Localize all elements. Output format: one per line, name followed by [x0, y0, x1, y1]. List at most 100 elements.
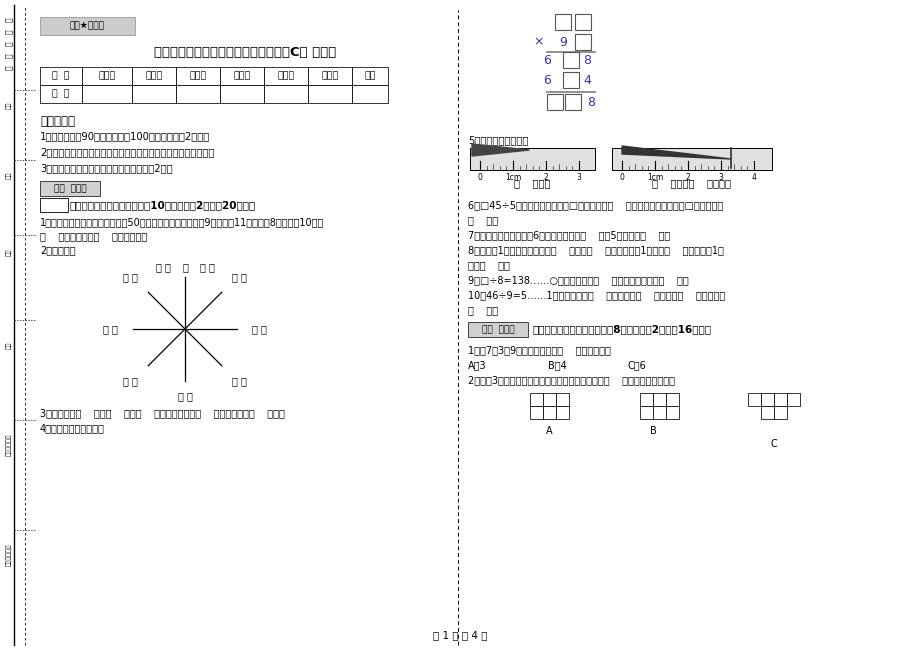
Text: 8: 8 — [583, 53, 590, 66]
Bar — [652, 406, 665, 419]
Text: 沪教版三年级数学上学期自我检测试卷C卷 含答案: 沪教版三年级数学上学期自我检测试卷C卷 含答案 — [153, 46, 335, 58]
Bar — [352, 67, 388, 85]
Bar — [652, 393, 665, 406]
Text: C、6: C、6 — [628, 360, 646, 370]
Text: 得  分: 得 分 — [52, 90, 70, 99]
Text: 0: 0 — [477, 173, 482, 182]
Bar — [611, 148, 771, 170]
Text: 姓名: 姓名 — [6, 171, 12, 179]
Bar — [562, 52, 578, 68]
Bar — [773, 406, 786, 419]
Bar — [468, 322, 528, 337]
Text: （ ）: （ ） — [252, 324, 267, 334]
Text: 6、□45÷5，要使商是两位数，□里最大可填（    ）；要使商是三位数，□里最小应填: 6、□45÷5，要使商是两位数，□里最大可填（ ）；要使商是三位数，□里最小应填 — [468, 200, 722, 210]
Text: （    ）厘米（    ）毫米。: （ ）厘米（ ）毫米。 — [652, 178, 731, 188]
Text: 北: 北 — [182, 262, 187, 272]
Text: 3、你出生于（    ）年（    ）月（    ）日，那一年是（    ）年，全年有（    ）天。: 3、你出生于（ ）年（ ）月（ ）日，那一年是（ ）年，全年有（ ）天。 — [40, 408, 285, 418]
Bar — [264, 67, 308, 85]
Bar — [352, 85, 388, 103]
Bar — [82, 85, 131, 103]
Bar — [264, 85, 308, 103]
Bar — [542, 406, 555, 419]
Bar — [40, 181, 100, 196]
Text: （    ）毫米: （ ）毫米 — [514, 178, 550, 188]
Text: ×: × — [533, 36, 544, 49]
Text: 订: 订 — [5, 54, 14, 58]
Bar — [574, 34, 590, 50]
Polygon shape — [621, 146, 730, 159]
Bar — [529, 393, 542, 406]
Text: 得分  评卷人: 得分 评卷人 — [53, 184, 86, 193]
Bar — [82, 67, 131, 85]
Text: 4: 4 — [751, 173, 755, 182]
Text: （    ）。: （ ）。 — [468, 215, 497, 225]
Text: 印: 印 — [5, 30, 14, 34]
Text: 第 1 页 共 4 页: 第 1 页 共 4 页 — [432, 630, 487, 640]
Text: 应用题: 应用题 — [321, 72, 338, 81]
Bar — [665, 406, 678, 419]
Text: 1、用7、3、9三个数字可组成（    ）个三位数。: 1、用7、3、9三个数字可组成（ ）个三位数。 — [468, 345, 610, 355]
Bar — [220, 67, 264, 85]
Text: 8: 8 — [586, 96, 595, 109]
Text: 总分: 总分 — [364, 72, 375, 81]
Text: （ ）: （ ） — [177, 391, 192, 401]
Text: 得分  评卷人: 得分 评卷人 — [482, 325, 514, 334]
Text: A、3: A、3 — [468, 360, 486, 370]
Bar — [308, 67, 352, 85]
Text: 选择题: 选择题 — [145, 72, 163, 81]
Text: 3、不要在试卷上乱写乱画，卷面不整洁扣2分。: 3、不要在试卷上乱写乱画，卷面不整洁扣2分。 — [40, 163, 173, 173]
Text: C: C — [770, 439, 777, 449]
Bar — [562, 72, 578, 88]
Bar — [176, 85, 220, 103]
Bar — [760, 406, 773, 419]
Text: （ ）: （ ） — [123, 376, 138, 385]
Text: 1cm: 1cm — [646, 173, 663, 182]
Bar — [308, 85, 352, 103]
Polygon shape — [471, 144, 529, 156]
Text: （ ）: （ ） — [103, 324, 118, 334]
Bar — [564, 94, 581, 110]
Bar — [640, 406, 652, 419]
Text: 6: 6 — [542, 53, 550, 66]
Text: 5、量出钉子的长度。: 5、量出钉子的长度。 — [468, 135, 528, 145]
Text: （ ）: （ ） — [232, 272, 246, 282]
Text: 考试须知：: 考试须知： — [40, 115, 75, 128]
Bar — [574, 14, 590, 30]
Text: （ ）: （ ） — [199, 262, 214, 272]
Text: （ ）: （ ） — [155, 262, 170, 272]
Text: 学号: 学号 — [6, 101, 12, 109]
Text: 一、用心思考，正确填空（共10小题，每题2分，共20分）。: 一、用心思考，正确填空（共10小题，每题2分，共20分）。 — [70, 200, 256, 210]
Text: （    ）。: （ ）。 — [468, 305, 497, 315]
Text: 绝密★启用前: 绝密★启用前 — [70, 21, 105, 31]
Text: 判断题: 判断题 — [189, 72, 207, 81]
Text: 计算题: 计算题 — [233, 72, 250, 81]
Text: 9: 9 — [559, 36, 566, 49]
Text: 综合题: 综合题 — [277, 72, 294, 81]
Text: B、4: B、4 — [548, 360, 566, 370]
Text: 2: 2 — [543, 173, 548, 182]
Text: 县市（地区）: 县市（地区） — [6, 544, 12, 566]
Bar — [131, 85, 176, 103]
Bar — [542, 393, 555, 406]
Text: 4: 4 — [583, 73, 590, 86]
Bar — [176, 67, 220, 85]
Bar — [547, 94, 562, 110]
Text: 2、请首先按要求在试卷的指定位置域写您的姓名、班级、学号。: 2、请首先按要求在试卷的指定位置域写您的姓名、班级、学号。 — [40, 147, 214, 157]
Text: 1cm: 1cm — [505, 173, 520, 182]
Text: 学校: 学校 — [6, 341, 12, 349]
Bar — [786, 393, 800, 406]
Text: 乡镇（街道）: 乡镇（街道） — [6, 434, 12, 456]
Bar — [220, 85, 264, 103]
Bar — [555, 393, 568, 406]
Text: 线: 线 — [5, 66, 14, 70]
Text: 2、填一填。: 2、填一填。 — [40, 245, 75, 255]
Text: 8、分针走1小格，秒针正好走（    ），是（    ）秒。分针走1大格是（    ），时针走1大: 8、分针走1小格，秒针正好走（ ），是（ ）秒。分针走1大格是（ ），时针走1大 — [468, 245, 723, 255]
Text: 题  号: 题 号 — [52, 72, 70, 81]
Bar — [665, 393, 678, 406]
Text: 装: 装 — [5, 42, 14, 46]
Bar — [40, 198, 68, 212]
Text: 填空题: 填空题 — [98, 72, 116, 81]
Text: 格是（    ）。: 格是（ ）。 — [468, 260, 509, 270]
Text: 3: 3 — [718, 173, 722, 182]
Bar — [773, 393, 786, 406]
